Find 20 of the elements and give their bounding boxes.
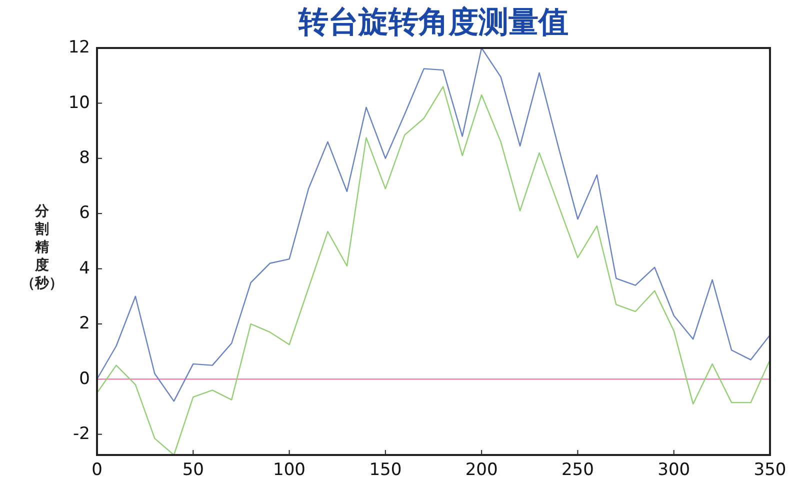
y-tick-label: 10: [68, 92, 90, 113]
line-series: [96, 86, 771, 456]
y-tick-label: 2: [79, 314, 90, 334]
x-tick-label: 250: [561, 460, 594, 480]
x-tick-label: 100: [273, 460, 306, 480]
y-tick-label: 0: [79, 368, 90, 389]
y-axis-title: 分割精度（秒）: [21, 204, 63, 292]
line-series: [96, 47, 771, 402]
y-tick-label: 6: [79, 203, 90, 224]
x-tick-label: 300: [658, 460, 690, 480]
chart-title: 转台旋转角度测量值: [298, 5, 568, 40]
x-tick-label: 200: [465, 460, 498, 480]
x-tick-label: 150: [369, 460, 402, 480]
y-tick-label: 12: [68, 38, 90, 58]
x-tick-label: 350: [754, 460, 786, 480]
y-tick-label: -2: [73, 424, 90, 444]
y-tick-label: 8: [79, 148, 90, 168]
y-tick-label: 4: [79, 258, 90, 278]
x-tick-label: 50: [182, 460, 204, 480]
x-tick-label: 0: [92, 460, 102, 480]
